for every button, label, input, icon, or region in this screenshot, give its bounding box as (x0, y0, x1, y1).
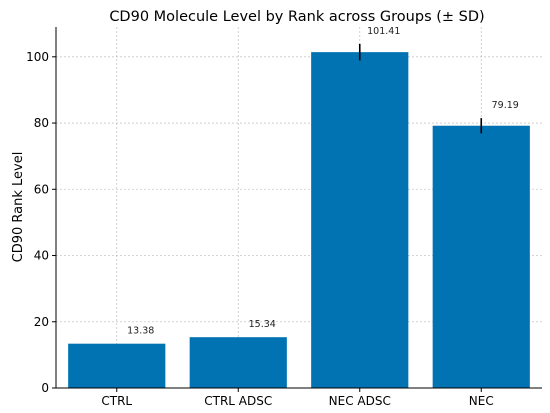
bar-nec-adsc (311, 52, 409, 389)
tick-labels: 0 20 40 60 80 100 CTRL CTRL ADSC NEC ADSC NEC (26, 50, 494, 408)
y-tick-label: 80 (34, 116, 49, 130)
bar-nec (432, 125, 530, 389)
bars (68, 52, 530, 389)
value-label: 15.34 (249, 319, 276, 330)
y-tick-label: 100 (26, 50, 49, 64)
bar-ctrl (68, 343, 166, 388)
x-tick-label: CTRL ADSC (204, 394, 272, 408)
x-tick-label: CTRL (101, 394, 132, 408)
value-label: 101.41 (367, 26, 400, 37)
value-label: 79.19 (492, 100, 519, 111)
chart-title: CD90 Molecule Level by Rank across Group… (109, 9, 484, 25)
y-axis-title: CD90 Rank Level (11, 152, 26, 263)
y-tick-label: 40 (34, 249, 49, 263)
bar-ctrl-adsc (189, 337, 287, 388)
x-tick-label: NEC (469, 394, 494, 408)
axes (52, 27, 542, 392)
y-tick-label: 20 (34, 315, 49, 329)
value-label: 13.38 (127, 326, 154, 337)
y-tick-label: 0 (41, 381, 49, 395)
y-tick-label: 60 (34, 182, 49, 196)
error-bars (358, 43, 483, 134)
x-tick-label: NEC ADSC (329, 394, 391, 408)
value-labels: 13.38 15.34 101.41 79.19 (127, 26, 519, 337)
